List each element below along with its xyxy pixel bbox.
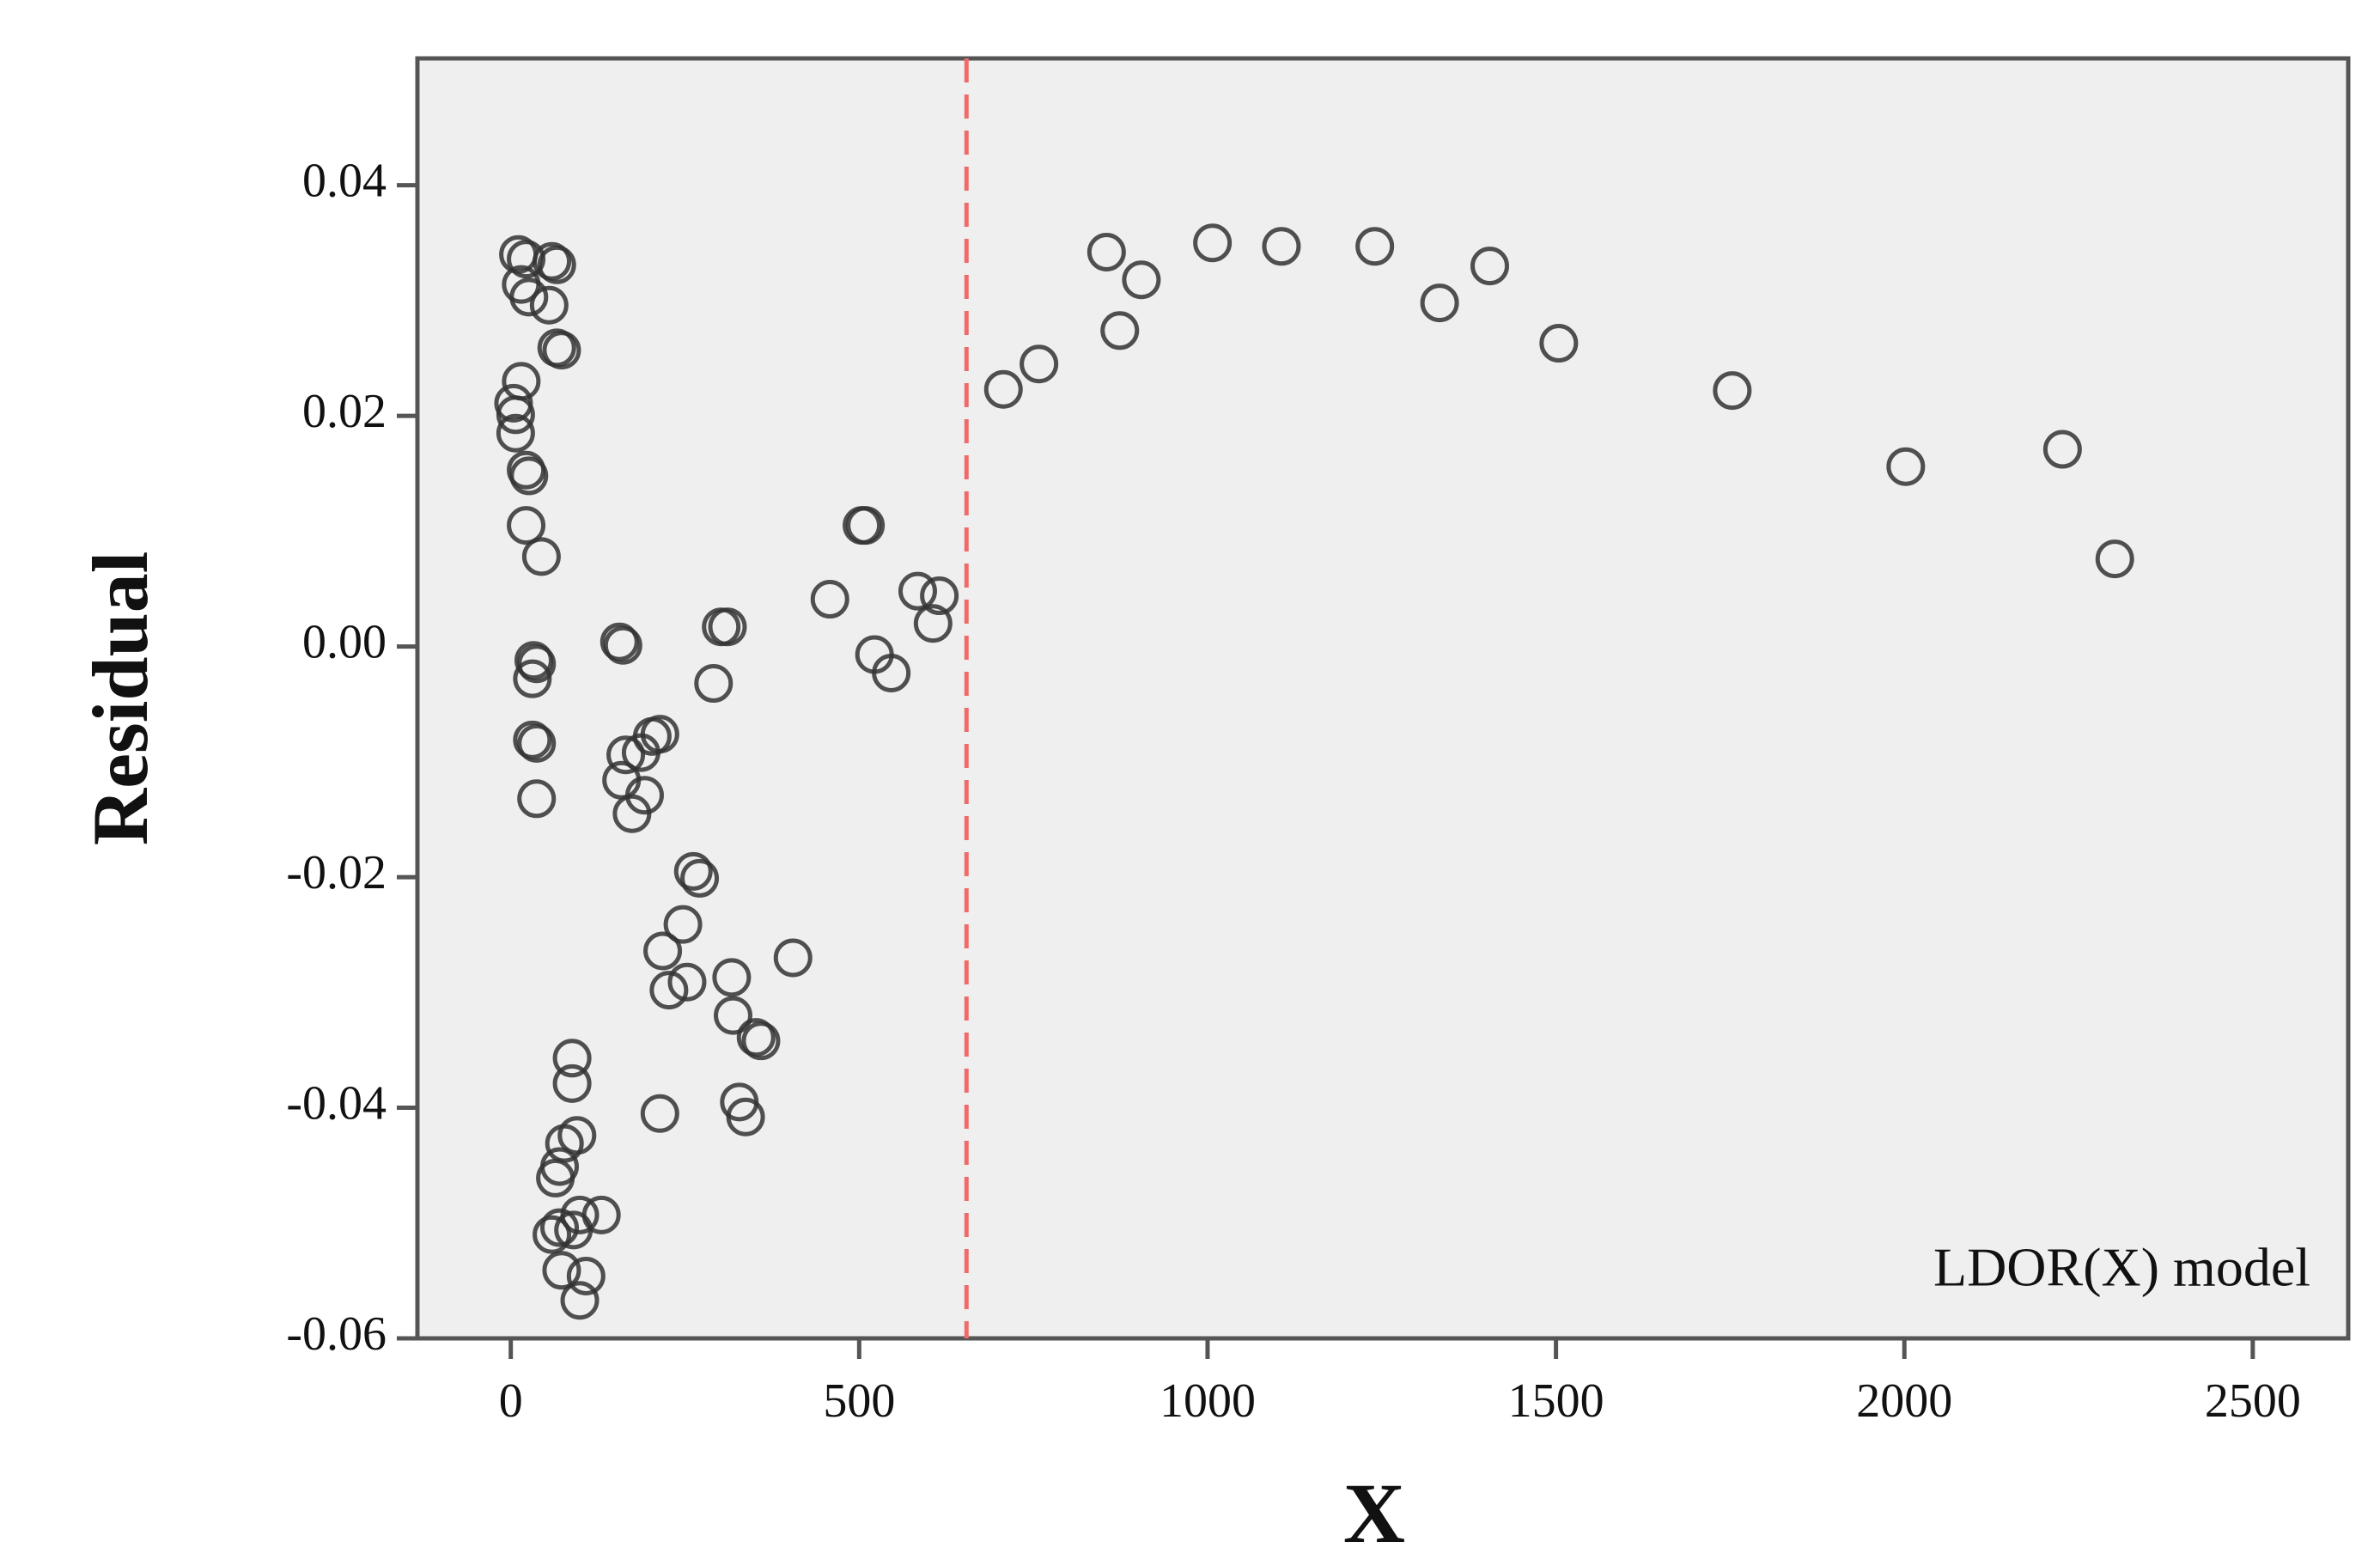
point [913,604,953,643]
plot-area [415,56,2351,1341]
point [640,1094,679,1133]
point [496,395,535,435]
point [624,776,664,815]
point [533,241,572,281]
point [649,971,689,1010]
point [507,506,546,545]
y-tick-label: -0.02 [286,846,387,899]
point [920,576,959,616]
point [1020,344,1059,384]
x-tick-label: 2000 [1856,1374,1952,1428]
point [708,607,747,647]
point [517,723,557,763]
point [509,456,549,496]
point [545,1124,584,1163]
point [496,413,535,453]
point [898,571,937,611]
x-tick-label: 1000 [1160,1374,1256,1428]
point [1470,247,1510,286]
point [667,962,707,1002]
point [714,996,753,1035]
point [552,1039,592,1078]
x-tick-label: 2500 [2205,1374,2301,1428]
point [680,858,720,898]
point [736,1018,776,1057]
point [712,958,752,997]
point [1122,260,1161,300]
point [846,506,886,545]
point [1087,233,1126,272]
point [566,1257,606,1296]
point [2042,430,2082,469]
y-tick-label: -0.04 [286,1076,387,1130]
x-tick-label: 1500 [1508,1374,1604,1428]
point [1713,371,1752,411]
y-tick-label: 0.00 [302,615,387,668]
point [741,1021,781,1061]
point [872,653,911,692]
point [1262,227,1301,266]
point [1355,227,1395,266]
point [673,851,713,891]
point [537,245,576,284]
y-tick-label: 0.04 [302,155,387,208]
point [643,931,683,971]
point [621,733,660,772]
point [542,1251,581,1290]
point [529,285,569,325]
point [507,240,546,279]
point [514,641,553,680]
point [517,779,557,819]
point [1886,447,1926,486]
point [542,331,581,370]
point [1100,311,1140,350]
point [810,580,849,619]
point [694,664,733,704]
point [2095,539,2134,579]
point [983,369,1023,409]
point [521,537,561,576]
point [517,644,557,684]
point [600,622,639,661]
point [1539,324,1579,363]
annotation: LDOR(X) model [1933,1237,2310,1298]
point [1193,223,1233,263]
point [536,1158,575,1197]
y-tick-label: -0.06 [286,1307,387,1361]
point [539,1208,579,1247]
point [552,1063,592,1103]
point [554,1210,593,1250]
point [560,1281,600,1320]
point [509,277,549,317]
y-tick-label: 0.02 [302,385,387,438]
point [513,659,552,698]
point [513,720,552,759]
point [603,625,642,665]
point [726,1097,765,1136]
y-axis-title: Residual [76,551,164,846]
point [1420,283,1459,323]
point [773,938,813,978]
point [663,905,703,944]
point [533,1215,572,1254]
x-axis-title: X [1343,1466,1405,1560]
x-tick-label: 500 [823,1374,895,1428]
point [606,735,646,775]
x-tick-label: 0 [499,1374,523,1428]
